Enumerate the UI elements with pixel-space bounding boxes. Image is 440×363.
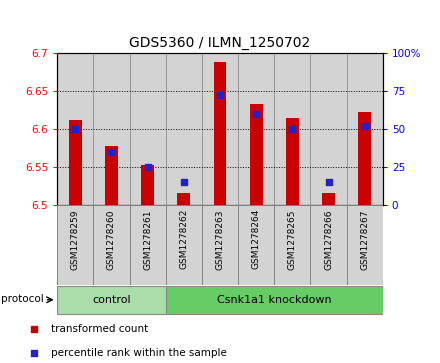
Text: GSM1278260: GSM1278260 (107, 209, 116, 270)
Bar (166, 53, 202, 205)
Bar (129, 205, 166, 285)
Point (72, 126, 79, 132)
Bar (238, 53, 274, 205)
Bar (347, 205, 383, 285)
Text: GSM1278267: GSM1278267 (360, 209, 369, 270)
Bar (166, 286, 383, 314)
Point (253, 111, 260, 117)
Bar (93, 205, 129, 285)
Bar (347, 53, 383, 205)
Text: Csnk1a1 knockdown: Csnk1a1 knockdown (217, 295, 332, 305)
Bar (202, 205, 238, 285)
Point (289, 126, 296, 132)
Bar (166, 205, 202, 285)
Text: GSM1278262: GSM1278262 (180, 209, 188, 269)
Text: protocol: protocol (1, 294, 44, 304)
Title: GDS5360 / ILMN_1250702: GDS5360 / ILMN_1250702 (129, 36, 311, 50)
Bar (57, 286, 166, 314)
Point (31, 350, 38, 355)
Point (144, 164, 151, 170)
Bar (93, 53, 129, 205)
Bar (286, 118, 299, 205)
Text: transformed count: transformed count (51, 324, 148, 334)
Point (31, 326, 38, 332)
Bar (311, 53, 347, 205)
Bar (57, 53, 93, 205)
Bar (177, 193, 190, 205)
Bar (238, 205, 274, 285)
Text: GSM1278264: GSM1278264 (252, 209, 260, 269)
Bar (311, 205, 347, 285)
Point (325, 179, 332, 185)
Bar (57, 205, 93, 285)
Point (361, 123, 368, 129)
Bar (69, 120, 82, 205)
Point (180, 179, 187, 185)
Text: percentile rank within the sample: percentile rank within the sample (51, 348, 227, 358)
Bar (359, 112, 371, 205)
Bar (105, 146, 118, 205)
Text: GSM1278261: GSM1278261 (143, 209, 152, 270)
Text: GSM1278259: GSM1278259 (71, 209, 80, 270)
Text: GSM1278265: GSM1278265 (288, 209, 297, 270)
Bar (202, 53, 238, 205)
Bar (322, 193, 335, 205)
Bar (274, 205, 311, 285)
Text: GSM1278263: GSM1278263 (216, 209, 224, 270)
Bar (214, 62, 226, 205)
Bar (141, 165, 154, 205)
Bar (250, 105, 263, 205)
Point (108, 149, 115, 155)
Bar (129, 53, 166, 205)
Bar (274, 53, 311, 205)
Text: control: control (92, 295, 131, 305)
Text: GSM1278266: GSM1278266 (324, 209, 333, 270)
Point (216, 93, 224, 98)
